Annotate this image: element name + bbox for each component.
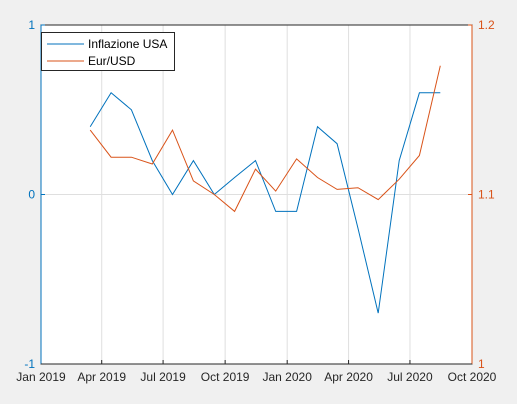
x-tick-label: Apr 2019	[77, 370, 126, 384]
x-tick-label: Jan 2020	[262, 370, 312, 384]
series-line-eur-usd	[89, 65, 441, 213]
x-tick-label: Apr 2020	[324, 370, 373, 384]
y-right-tick-label: 1.2	[478, 18, 495, 32]
legend-label: Eur/USD	[88, 54, 136, 68]
y-right-tick-label: 1.1	[478, 188, 495, 202]
legend-label: Inflazione USA	[88, 37, 167, 51]
y-right-tick-label: 1	[478, 357, 485, 371]
legend: Inflazione USA Eur/USD	[41, 32, 175, 71]
x-tick-label: Jan 2019	[16, 370, 66, 384]
x-tick-label: Jul 2019	[140, 370, 186, 384]
y-left-tick-label: 0	[28, 188, 35, 202]
legend-box	[41, 32, 175, 71]
y-left-tick-label: 1	[28, 18, 35, 32]
series-layer	[89, 65, 441, 314]
x-tick-label: Oct 2020	[448, 370, 497, 384]
x-tick-label: Oct 2019	[201, 370, 250, 384]
series-line-inflazione-usa	[89, 92, 441, 314]
axes: Jan 2019 Apr 2019 Jul 2019 Oct 2019 Jan 2020…	[16, 18, 496, 384]
x-tick-label: Jul 2020	[387, 370, 433, 384]
y-left-tick-label: -1	[24, 357, 35, 371]
